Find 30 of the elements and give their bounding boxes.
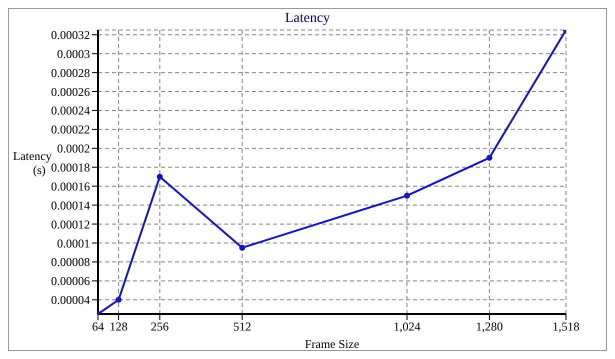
- x-tick-label: 1,518: [552, 320, 580, 334]
- point: [156, 174, 163, 180]
- x-tick-label: 1,024: [393, 320, 420, 334]
- point: [116, 296, 122, 303]
- y-tick-label: 0.0002: [57, 142, 90, 156]
- point: [486, 154, 492, 161]
- y-tick-label: 0.00018: [51, 160, 90, 175]
- point: [239, 244, 246, 251]
- y-axis-title: Latency (s): [13, 149, 52, 177]
- y-tick-label: 0.0001: [57, 236, 90, 250]
- y-tick-label: 0.00008: [51, 255, 90, 270]
- y-tick-label: 0.0003: [57, 46, 90, 61]
- chart-title: Latency: [284, 11, 332, 27]
- y-tick-label: 0.00032: [51, 28, 90, 42]
- y-tick-label: 0.00006: [51, 274, 90, 288]
- x-tick-label: 256: [150, 320, 169, 334]
- y-tick-label: 0.00012: [51, 217, 90, 232]
- x-tick-label: 64: [92, 320, 104, 334]
- y-tick-label: 0.00028: [51, 66, 90, 80]
- x-tick-label: 1,280: [476, 320, 503, 334]
- y-tick-label: 0.00014: [51, 198, 90, 212]
- y-tick-label: 0.00024: [51, 104, 90, 118]
- x-tick-label: 512: [233, 320, 252, 334]
- x-axis-title: Frame Size: [304, 337, 360, 351]
- y-tick-label: 0.00016: [51, 179, 90, 194]
- x-tick-label: 128: [110, 320, 128, 334]
- y-tick-label: 0.00022: [51, 122, 90, 137]
- y-tick-label: 0.00026: [51, 84, 90, 99]
- y-tick-label: 0.00004: [51, 293, 90, 308]
- point: [404, 192, 410, 199]
